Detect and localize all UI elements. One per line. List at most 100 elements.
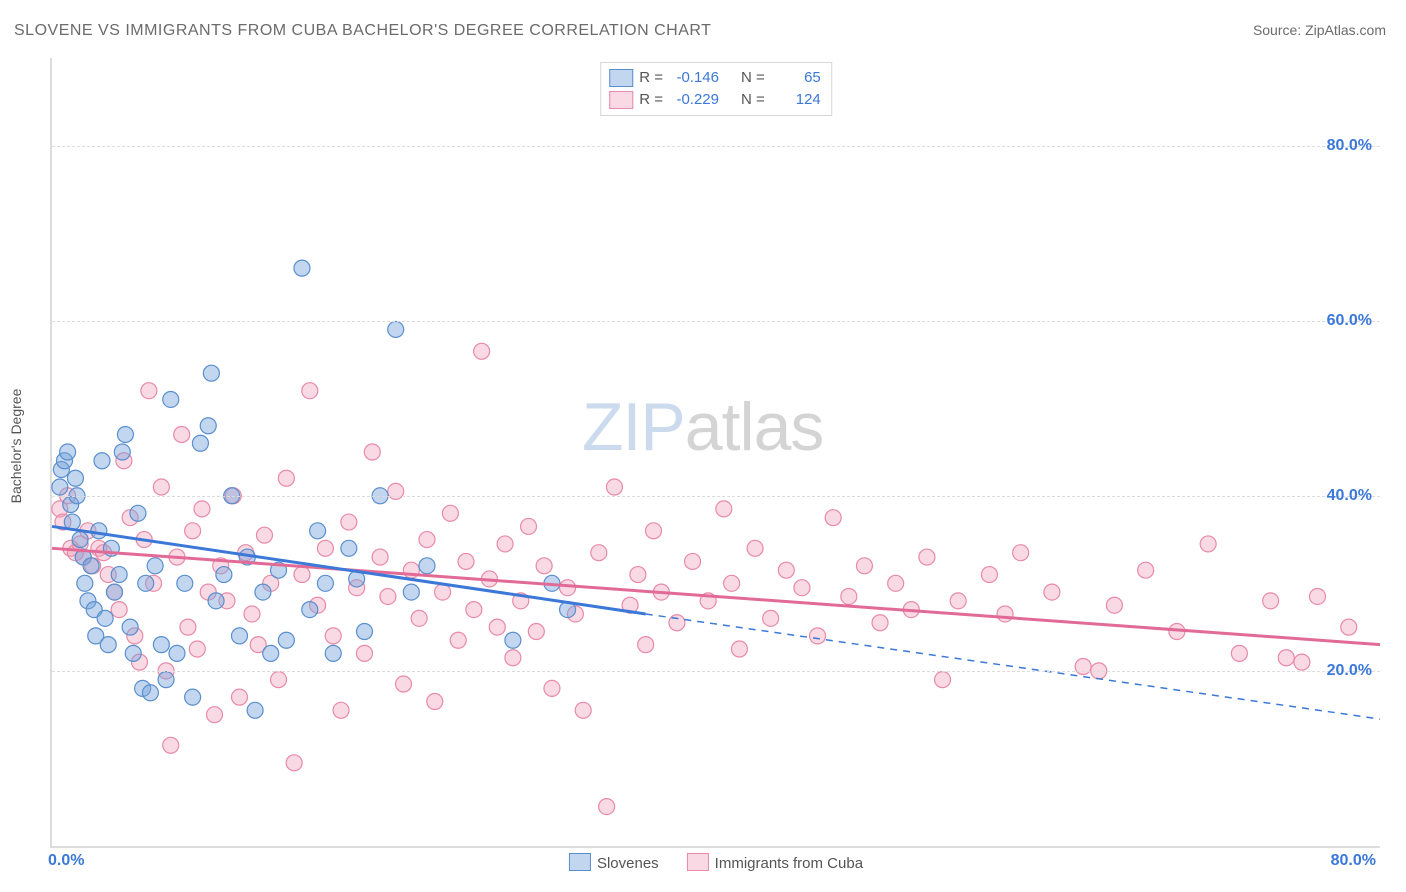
- scatter-point: [388, 321, 404, 337]
- scatter-point: [177, 575, 193, 591]
- scatter-point: [302, 383, 318, 399]
- scatter-point: [466, 602, 482, 618]
- scatter-point: [1106, 597, 1122, 613]
- scatter-point: [286, 755, 302, 771]
- scatter-point: [317, 540, 333, 556]
- scatter-point: [100, 637, 116, 653]
- scatter-point: [731, 641, 747, 657]
- scatter-point: [83, 558, 99, 574]
- gridline: [52, 671, 1380, 672]
- scatter-point: [194, 501, 210, 517]
- scatter-point: [778, 562, 794, 578]
- scatter-point: [497, 536, 513, 552]
- scatter-point: [669, 615, 685, 631]
- chart-svg: [52, 58, 1380, 846]
- scatter-point: [997, 606, 1013, 622]
- chart-title: SLOVENE VS IMMIGRANTS FROM CUBA BACHELOR…: [14, 22, 711, 40]
- scatter-point: [396, 676, 412, 692]
- scatter-point: [560, 580, 576, 596]
- scatter-point: [256, 527, 272, 543]
- scatter-point: [388, 483, 404, 499]
- scatter-point: [111, 602, 127, 618]
- y-axis-label: Bachelor's Degree: [8, 389, 24, 504]
- scatter-point: [310, 523, 326, 539]
- scatter-point: [271, 672, 287, 688]
- scatter-point: [141, 383, 157, 399]
- scatter-point: [442, 505, 458, 521]
- scatter-point: [180, 619, 196, 635]
- scatter-point: [419, 558, 435, 574]
- legend-item-slovenes: Slovenes: [569, 853, 659, 872]
- r-value-slovenes: -0.146: [669, 67, 719, 89]
- scatter-point: [192, 435, 208, 451]
- scatter-point: [606, 479, 622, 495]
- scatter-point: [458, 553, 474, 569]
- scatter-point: [52, 479, 68, 495]
- r-value-cuba: -0.229: [669, 89, 719, 111]
- scatter-point: [325, 628, 341, 644]
- scatter-point: [544, 680, 560, 696]
- scatter-point: [716, 501, 732, 517]
- scatter-point: [231, 628, 247, 644]
- scatter-point: [94, 453, 110, 469]
- n-label: N =: [741, 89, 765, 111]
- scatter-point: [489, 619, 505, 635]
- scatter-point: [935, 672, 951, 688]
- scatter-point: [747, 540, 763, 556]
- n-label: N =: [741, 67, 765, 89]
- correlation-legend: R = -0.146 N = 65 R = -0.229 N = 124: [600, 62, 832, 116]
- scatter-point: [919, 549, 935, 565]
- scatter-point: [106, 584, 122, 600]
- scatter-point: [255, 584, 271, 600]
- scatter-point: [1075, 659, 1091, 675]
- scatter-point: [521, 518, 537, 534]
- scatter-point: [294, 567, 310, 583]
- scatter-point: [72, 532, 88, 548]
- scatter-point: [528, 623, 544, 639]
- scatter-point: [185, 689, 201, 705]
- legend-swatch-cuba: [687, 853, 709, 871]
- scatter-point: [231, 689, 247, 705]
- scatter-point: [364, 444, 380, 460]
- scatter-point: [380, 588, 396, 604]
- scatter-point: [111, 567, 127, 583]
- gridline: [52, 146, 1380, 147]
- scatter-point: [142, 685, 158, 701]
- scatter-point: [1263, 593, 1279, 609]
- scatter-point: [77, 575, 93, 591]
- scatter-point: [950, 593, 966, 609]
- series-legend: Slovenes Immigrants from Cuba: [569, 853, 863, 872]
- scatter-point: [575, 702, 591, 718]
- scatter-point: [169, 645, 185, 661]
- scatter-point: [302, 602, 318, 618]
- x-tick-right: 80.0%: [1331, 852, 1376, 870]
- legend-swatch-slovenes: [569, 853, 591, 871]
- gridline: [52, 321, 1380, 322]
- scatter-point: [153, 637, 169, 653]
- scatter-point: [158, 672, 174, 688]
- scatter-point: [356, 623, 372, 639]
- scatter-point: [435, 584, 451, 600]
- scatter-point: [117, 426, 133, 442]
- scatter-point: [981, 567, 997, 583]
- regression-line: [52, 526, 646, 614]
- scatter-point: [646, 523, 662, 539]
- scatter-point: [341, 540, 357, 556]
- scatter-point: [138, 575, 154, 591]
- x-tick-left: 0.0%: [48, 852, 84, 870]
- scatter-point: [244, 606, 260, 622]
- legend-row-slovenes: R = -0.146 N = 65: [609, 67, 821, 89]
- scatter-point: [67, 470, 83, 486]
- scatter-point: [333, 702, 349, 718]
- scatter-point: [1294, 654, 1310, 670]
- scatter-point: [591, 545, 607, 561]
- scatter-point: [97, 610, 113, 626]
- scatter-point: [1278, 650, 1294, 666]
- regression-line: [646, 614, 1380, 719]
- scatter-point: [638, 637, 654, 653]
- legend-item-cuba: Immigrants from Cuba: [687, 853, 863, 872]
- scatter-point: [122, 619, 138, 635]
- scatter-point: [419, 532, 435, 548]
- scatter-point: [599, 799, 615, 815]
- scatter-point: [1231, 645, 1247, 661]
